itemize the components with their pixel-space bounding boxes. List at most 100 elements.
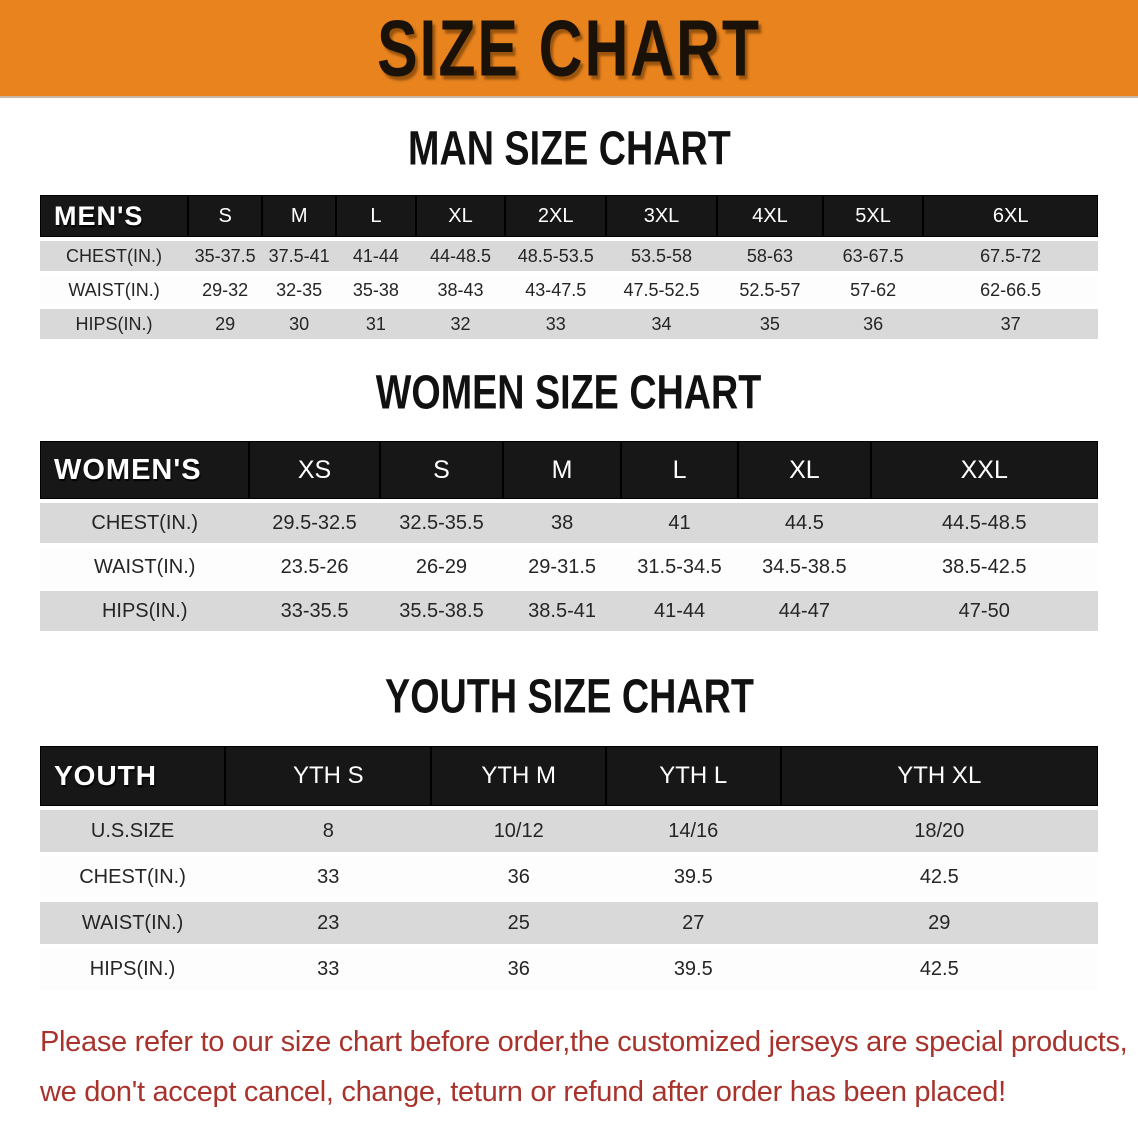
men-size-cell: 52.5-57	[739, 279, 801, 300]
women-size-cell: 38.5-42.5	[941, 555, 1027, 578]
women-size-cell: 44.5	[784, 511, 824, 534]
men-size-cell: 32-35	[276, 279, 323, 300]
youth-size-cell: 25	[507, 911, 530, 934]
disclaimer-line-1: Please refer to our size chart before or…	[40, 1026, 1128, 1058]
men-size-cell: 53.5-58	[630, 245, 693, 266]
women-size-cell: 31.5-34.5	[637, 555, 722, 578]
men-table-row: HIPS(IN.) 29 30 31 32 33 34 35 36 37	[40, 309, 1098, 339]
women-size-cell: 44-47	[778, 599, 830, 622]
size-chart-banner: SIZE CHART	[0, 0, 1138, 98]
youth-row-label: HIPS(IN.)	[89, 957, 176, 980]
women-section: WOMEN SIZE CHART WOMEN'S XS S M L XL XXL CHEST(…	[0, 343, 1138, 635]
youth-size-cell: 8	[322, 819, 334, 842]
women-row-label: HIPS(IN.)	[101, 599, 188, 622]
youth-size-cell: 36	[507, 957, 530, 980]
women-row-label: WAIST(IN.)	[94, 555, 196, 578]
men-size-cell: 38-43	[437, 279, 484, 300]
women-size-cell: 33-35.5	[280, 599, 349, 622]
men-size-cell: 29-32	[202, 279, 249, 300]
women-size-cell: 26-29	[415, 555, 468, 578]
men-size-cell: 63-67.5	[842, 245, 904, 266]
men-size-cell: 33	[545, 313, 566, 334]
women-header-row: WOMEN'S XS S M L XL XXL	[40, 441, 1098, 499]
youth-table-label: YOUTH	[40, 746, 226, 806]
men-section-title: MAN SIZE CHART	[0, 98, 1138, 191]
men-size-column-header: 6XL	[923, 195, 1098, 237]
men-table-row: WAIST(IN.) 29-32 32-35 35-38 38-43 43-47.5 47.…	[40, 275, 1098, 305]
youth-size-cell: 10/12	[493, 819, 544, 842]
youth-section: YOUTH SIZE CHART YOUTH YTH S YTH M YTH L YTH…	[0, 635, 1138, 994]
youth-size-cell: 42.5	[919, 865, 959, 888]
women-size-column-header: XS	[249, 441, 380, 499]
men-size-cell: 48.5-53.5	[517, 245, 594, 266]
women-size-cell: 29.5-32.5	[272, 511, 357, 534]
women-size-cell: 41	[668, 511, 691, 534]
men-table-label: MEN'S	[40, 195, 189, 237]
women-size-cell: 38	[550, 511, 574, 534]
youth-size-cell: 33	[317, 957, 340, 980]
youth-header-row: YOUTH YTH S YTH M YTH L YTH XL	[40, 746, 1098, 806]
men-size-cell: 31	[365, 313, 386, 334]
men-section: MAN SIZE CHART MEN'S S M L XL 2XL 3XL 4XL 5XL 6XL…	[0, 98, 1138, 343]
youth-size-cell: 36	[507, 865, 530, 888]
men-size-cell: 58-63	[746, 245, 793, 266]
men-table-row: CHEST(IN.) 35-37.5 37.5-41 41-44 44-48.5 48.5…	[40, 241, 1098, 271]
youth-row-label: CHEST(IN.)	[79, 865, 186, 888]
disclaimer-line-2: we don't accept cancel, change, teturn o…	[40, 1075, 1006, 1108]
women-size-column-header: XL	[738, 441, 871, 499]
men-size-column-header: 2XL	[505, 195, 606, 237]
men-size-cell: 62-66.5	[980, 279, 1042, 300]
youth-size-cell: 23	[317, 911, 340, 934]
men-size-cell: 67.5-72	[980, 245, 1042, 266]
men-size-cell: 32	[450, 313, 471, 334]
men-size-cell: 37.5-41	[268, 245, 330, 266]
disclaimer: Please refer to our size chart before or…	[40, 1018, 1138, 1118]
men-section-title-text: MAN SIZE CHART	[407, 120, 731, 176]
banner-title: SIZE CHART	[377, 3, 761, 93]
women-section-title: WOMEN SIZE CHART	[0, 343, 1138, 437]
youth-row-label: U.S.SIZE	[90, 819, 175, 842]
women-row-label: CHEST(IN.)	[91, 511, 199, 534]
youth-table-row: U.S.SIZE 8 10/12 14/16 18/20	[40, 810, 1098, 852]
youth-section-title-text: YOUTH SIZE CHART	[384, 668, 754, 724]
women-size-cell: 41-44	[653, 599, 706, 622]
youth-section-title: YOUTH SIZE CHART	[0, 635, 1138, 742]
youth-size-cell: 42.5	[919, 957, 959, 980]
men-row-label: WAIST(IN.)	[68, 279, 160, 300]
men-size-cell: 43-47.5	[525, 279, 587, 300]
men-size-cell: 37	[1000, 313, 1021, 334]
men-size-cell: 41-44	[352, 245, 399, 266]
women-size-cell: 38.5-41	[528, 599, 597, 622]
youth-size-cell: 39.5	[673, 957, 713, 980]
youth-size-column-header: YTH L	[606, 746, 781, 806]
youth-size-cell: 29	[928, 911, 951, 934]
men-size-cell: 36	[863, 313, 884, 334]
women-size-cell: 29-31.5	[528, 555, 597, 578]
men-row-label: HIPS(IN.)	[75, 313, 153, 334]
youth-table-row: HIPS(IN.) 33 36 39.5 42.5	[40, 948, 1098, 990]
youth-size-column-header: YTH M	[431, 746, 606, 806]
men-size-cell: 34	[651, 313, 672, 334]
youth-size-cell: 33	[317, 865, 340, 888]
youth-size-cell: 39.5	[673, 865, 713, 888]
men-size-cell: 47.5-52.5	[623, 279, 700, 300]
youth-size-column-header: YTH XL	[780, 746, 1098, 806]
men-size-column-header: S	[188, 195, 263, 237]
women-section-title-text: WOMEN SIZE CHART	[376, 364, 762, 420]
men-size-column-header: L	[336, 195, 416, 237]
women-size-cell: 32.5-35.5	[399, 511, 484, 534]
men-size-cell: 57-62	[850, 279, 897, 300]
men-header-row: MEN'S S M L XL 2XL 3XL 4XL 5XL 6XL	[40, 195, 1098, 237]
men-size-cell: 35-38	[352, 279, 399, 300]
men-size-cell: 35-37.5	[194, 245, 256, 266]
women-size-cell: 44.5-48.5	[941, 511, 1027, 534]
women-table-row: CHEST(IN.) 29.5-32.5 32.5-35.5 38 41 44.5 44.5…	[40, 503, 1098, 543]
women-size-column-header: M	[503, 441, 621, 499]
women-size-cell: 23.5-26	[280, 555, 349, 578]
youth-size-cell: 18/20	[914, 819, 965, 842]
men-size-column-header: 3XL	[605, 195, 718, 237]
men-row-label: CHEST(IN.)	[66, 245, 163, 266]
women-size-cell: 35.5-38.5	[399, 599, 484, 622]
women-size-column-header: S	[379, 441, 504, 499]
youth-row-label: WAIST(IN.)	[81, 911, 184, 934]
